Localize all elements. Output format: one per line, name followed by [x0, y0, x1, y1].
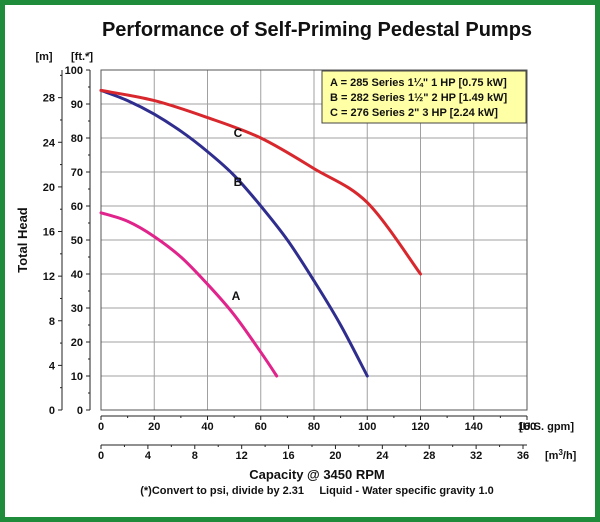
- plot-area: [100, 69, 528, 411]
- x-tick-label-gpm: 0: [98, 421, 104, 433]
- y-tick-label-m: 12: [43, 271, 55, 283]
- x-tick-label-m3h: 20: [329, 450, 341, 462]
- y-axis-label: Total Head: [15, 207, 30, 273]
- y-tick-label-m: 8: [49, 316, 55, 328]
- x-tick-label-gpm: 60: [255, 421, 267, 433]
- y-tick-label-ft: 20: [71, 337, 83, 349]
- x-tick-label-gpm: 80: [308, 421, 320, 433]
- y-tick-label-m: 24: [43, 137, 56, 149]
- x-tick-label-m3h: 32: [470, 450, 482, 462]
- curve-a: [99, 211, 279, 378]
- x-unit-m3h: [m3/h]: [545, 448, 577, 462]
- x-tick-label-m3h: 24: [376, 450, 389, 462]
- x-tick-label-m3h: 4: [145, 450, 152, 462]
- x-tick-label-gpm: 40: [201, 421, 213, 433]
- y-unit-m: [m]: [35, 51, 52, 63]
- x-tick-label-gpm: 140: [465, 421, 483, 433]
- y-tick-label-ft: 80: [71, 133, 83, 145]
- curve-label-c: C: [234, 126, 243, 140]
- y-tick-label-m: 16: [43, 227, 55, 239]
- y-tick-label-ft: 40: [71, 269, 83, 281]
- x-tick-label-m3h: 36: [517, 450, 529, 462]
- legend-entry: C = 276 Series 2" 3 HP [2.24 kW]: [330, 107, 498, 119]
- y-tick-label-ft: 50: [71, 235, 83, 247]
- y-tick-label-ft: 60: [71, 201, 83, 213]
- y-tick-label-ft: 10: [71, 371, 83, 383]
- legend-box: [321, 70, 527, 124]
- y-tick-label-ft: 100: [65, 65, 83, 77]
- x-tick-label-m3h: 0: [98, 450, 104, 462]
- axes: [58, 52, 528, 449]
- y-tick-label-ft: 0: [77, 405, 83, 417]
- x-tick-label-m3h: 12: [236, 450, 248, 462]
- y-unit-ft: [ft.*]: [71, 51, 93, 63]
- curve-b: [99, 88, 369, 378]
- x-axis-label: Capacity @ 3450 RPM: [249, 467, 385, 482]
- legend: A = 285 Series 1¼" 1 HP [0.75 kW] B = 282…: [321, 70, 527, 124]
- chart-title: Performance of Self-Priming Pedestal Pum…: [102, 19, 532, 41]
- legend-entry: A = 285 Series 1¼" 1 HP [0.75 kW]: [330, 77, 507, 89]
- x-unit-gpm: [U.S. gpm]: [519, 421, 574, 433]
- y-tick-label-ft: 70: [71, 167, 83, 179]
- legend-entry: B = 282 Series 1½" 2 HP [1.49 kW]: [330, 92, 507, 104]
- y-tick-label-m: 28: [43, 93, 55, 105]
- curve-label-b: B: [234, 175, 243, 189]
- footnote: (*)Convert to psi, divide by 2.31 Liquid…: [140, 485, 494, 497]
- y-tick-label-m: 0: [49, 405, 55, 417]
- x-tick-label-m3h: 28: [423, 450, 435, 462]
- curves: A B C: [99, 88, 422, 378]
- x-tick-label-gpm: 120: [411, 421, 429, 433]
- x-tick-label-gpm: 160: [518, 421, 536, 433]
- y-tick-label-m: 20: [43, 182, 55, 194]
- y-tick-label-ft: 90: [71, 99, 83, 111]
- y-tick-label-ft: 30: [71, 303, 83, 315]
- curve-c: [99, 88, 422, 276]
- y-tick-label-m: 4: [49, 360, 56, 372]
- x-tick-label-gpm: 100: [358, 421, 376, 433]
- curve-label-a: A: [232, 289, 241, 303]
- x-tick-label-gpm: 20: [148, 421, 160, 433]
- x-tick-label-m3h: 16: [282, 450, 294, 462]
- x-tick-label-m3h: 8: [192, 450, 198, 462]
